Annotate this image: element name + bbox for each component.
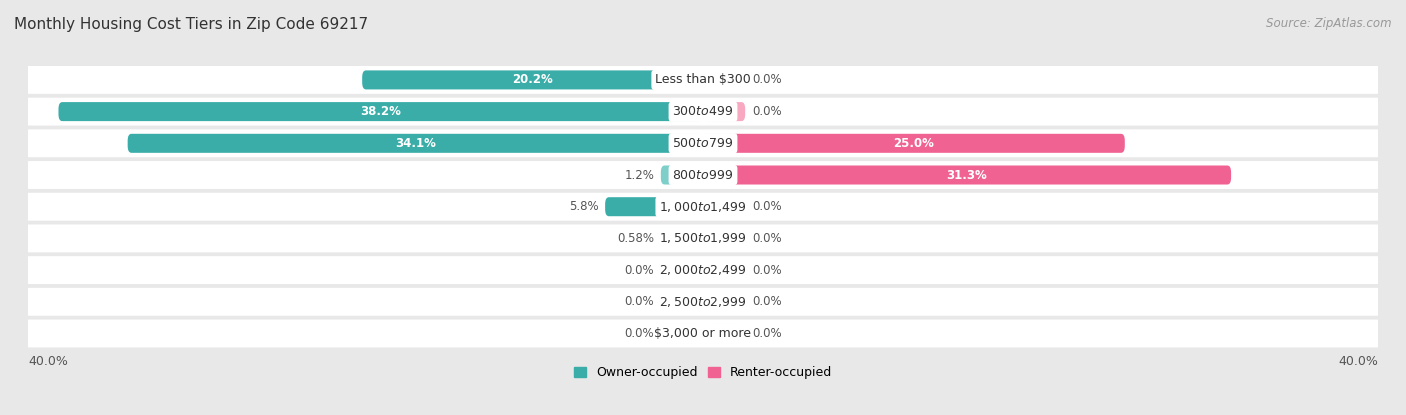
Text: 0.0%: 0.0%: [752, 327, 782, 340]
FancyBboxPatch shape: [22, 256, 1384, 284]
Text: 40.0%: 40.0%: [28, 355, 67, 368]
Text: 38.2%: 38.2%: [360, 105, 401, 118]
FancyBboxPatch shape: [703, 166, 1232, 185]
Text: $1,500 to $1,999: $1,500 to $1,999: [659, 232, 747, 245]
FancyBboxPatch shape: [22, 161, 1384, 189]
FancyBboxPatch shape: [59, 102, 703, 121]
Text: 0.0%: 0.0%: [752, 232, 782, 245]
FancyBboxPatch shape: [703, 292, 745, 311]
FancyBboxPatch shape: [703, 197, 745, 216]
Text: $3,000 or more: $3,000 or more: [655, 327, 751, 340]
Text: 25.0%: 25.0%: [893, 137, 935, 150]
Text: 0.0%: 0.0%: [752, 200, 782, 213]
FancyBboxPatch shape: [661, 292, 703, 311]
Text: $500 to $799: $500 to $799: [672, 137, 734, 150]
FancyBboxPatch shape: [22, 66, 1384, 94]
Text: 5.8%: 5.8%: [569, 200, 599, 213]
FancyBboxPatch shape: [22, 320, 1384, 347]
Text: $2,000 to $2,499: $2,000 to $2,499: [659, 263, 747, 277]
Text: 0.0%: 0.0%: [624, 264, 654, 277]
Text: $1,000 to $1,499: $1,000 to $1,499: [659, 200, 747, 214]
Text: 20.2%: 20.2%: [512, 73, 553, 86]
Text: 0.0%: 0.0%: [624, 327, 654, 340]
FancyBboxPatch shape: [22, 98, 1384, 126]
FancyBboxPatch shape: [605, 197, 703, 216]
FancyBboxPatch shape: [703, 324, 745, 343]
FancyBboxPatch shape: [703, 134, 1125, 153]
FancyBboxPatch shape: [22, 129, 1384, 157]
FancyBboxPatch shape: [703, 229, 745, 248]
Text: 0.0%: 0.0%: [624, 295, 654, 308]
Text: 0.58%: 0.58%: [617, 232, 654, 245]
Legend: Owner-occupied, Renter-occupied: Owner-occupied, Renter-occupied: [568, 361, 838, 384]
FancyBboxPatch shape: [22, 288, 1384, 316]
Text: 0.0%: 0.0%: [752, 105, 782, 118]
Text: Source: ZipAtlas.com: Source: ZipAtlas.com: [1267, 17, 1392, 29]
Text: $2,500 to $2,999: $2,500 to $2,999: [659, 295, 747, 309]
Text: 0.0%: 0.0%: [752, 264, 782, 277]
Text: Monthly Housing Cost Tiers in Zip Code 69217: Monthly Housing Cost Tiers in Zip Code 6…: [14, 17, 368, 32]
FancyBboxPatch shape: [661, 229, 703, 248]
FancyBboxPatch shape: [661, 166, 703, 185]
FancyBboxPatch shape: [703, 102, 745, 121]
FancyBboxPatch shape: [363, 71, 703, 89]
FancyBboxPatch shape: [22, 225, 1384, 252]
Text: $300 to $499: $300 to $499: [672, 105, 734, 118]
FancyBboxPatch shape: [661, 261, 703, 280]
FancyBboxPatch shape: [128, 134, 703, 153]
FancyBboxPatch shape: [703, 261, 745, 280]
FancyBboxPatch shape: [661, 324, 703, 343]
Text: 34.1%: 34.1%: [395, 137, 436, 150]
Text: 40.0%: 40.0%: [1339, 355, 1378, 368]
Text: 1.2%: 1.2%: [624, 168, 654, 181]
FancyBboxPatch shape: [22, 193, 1384, 221]
Text: Less than $300: Less than $300: [655, 73, 751, 86]
Text: 0.0%: 0.0%: [752, 73, 782, 86]
Text: 31.3%: 31.3%: [946, 168, 987, 181]
Text: $800 to $999: $800 to $999: [672, 168, 734, 181]
Text: 0.0%: 0.0%: [752, 295, 782, 308]
FancyBboxPatch shape: [703, 71, 745, 89]
